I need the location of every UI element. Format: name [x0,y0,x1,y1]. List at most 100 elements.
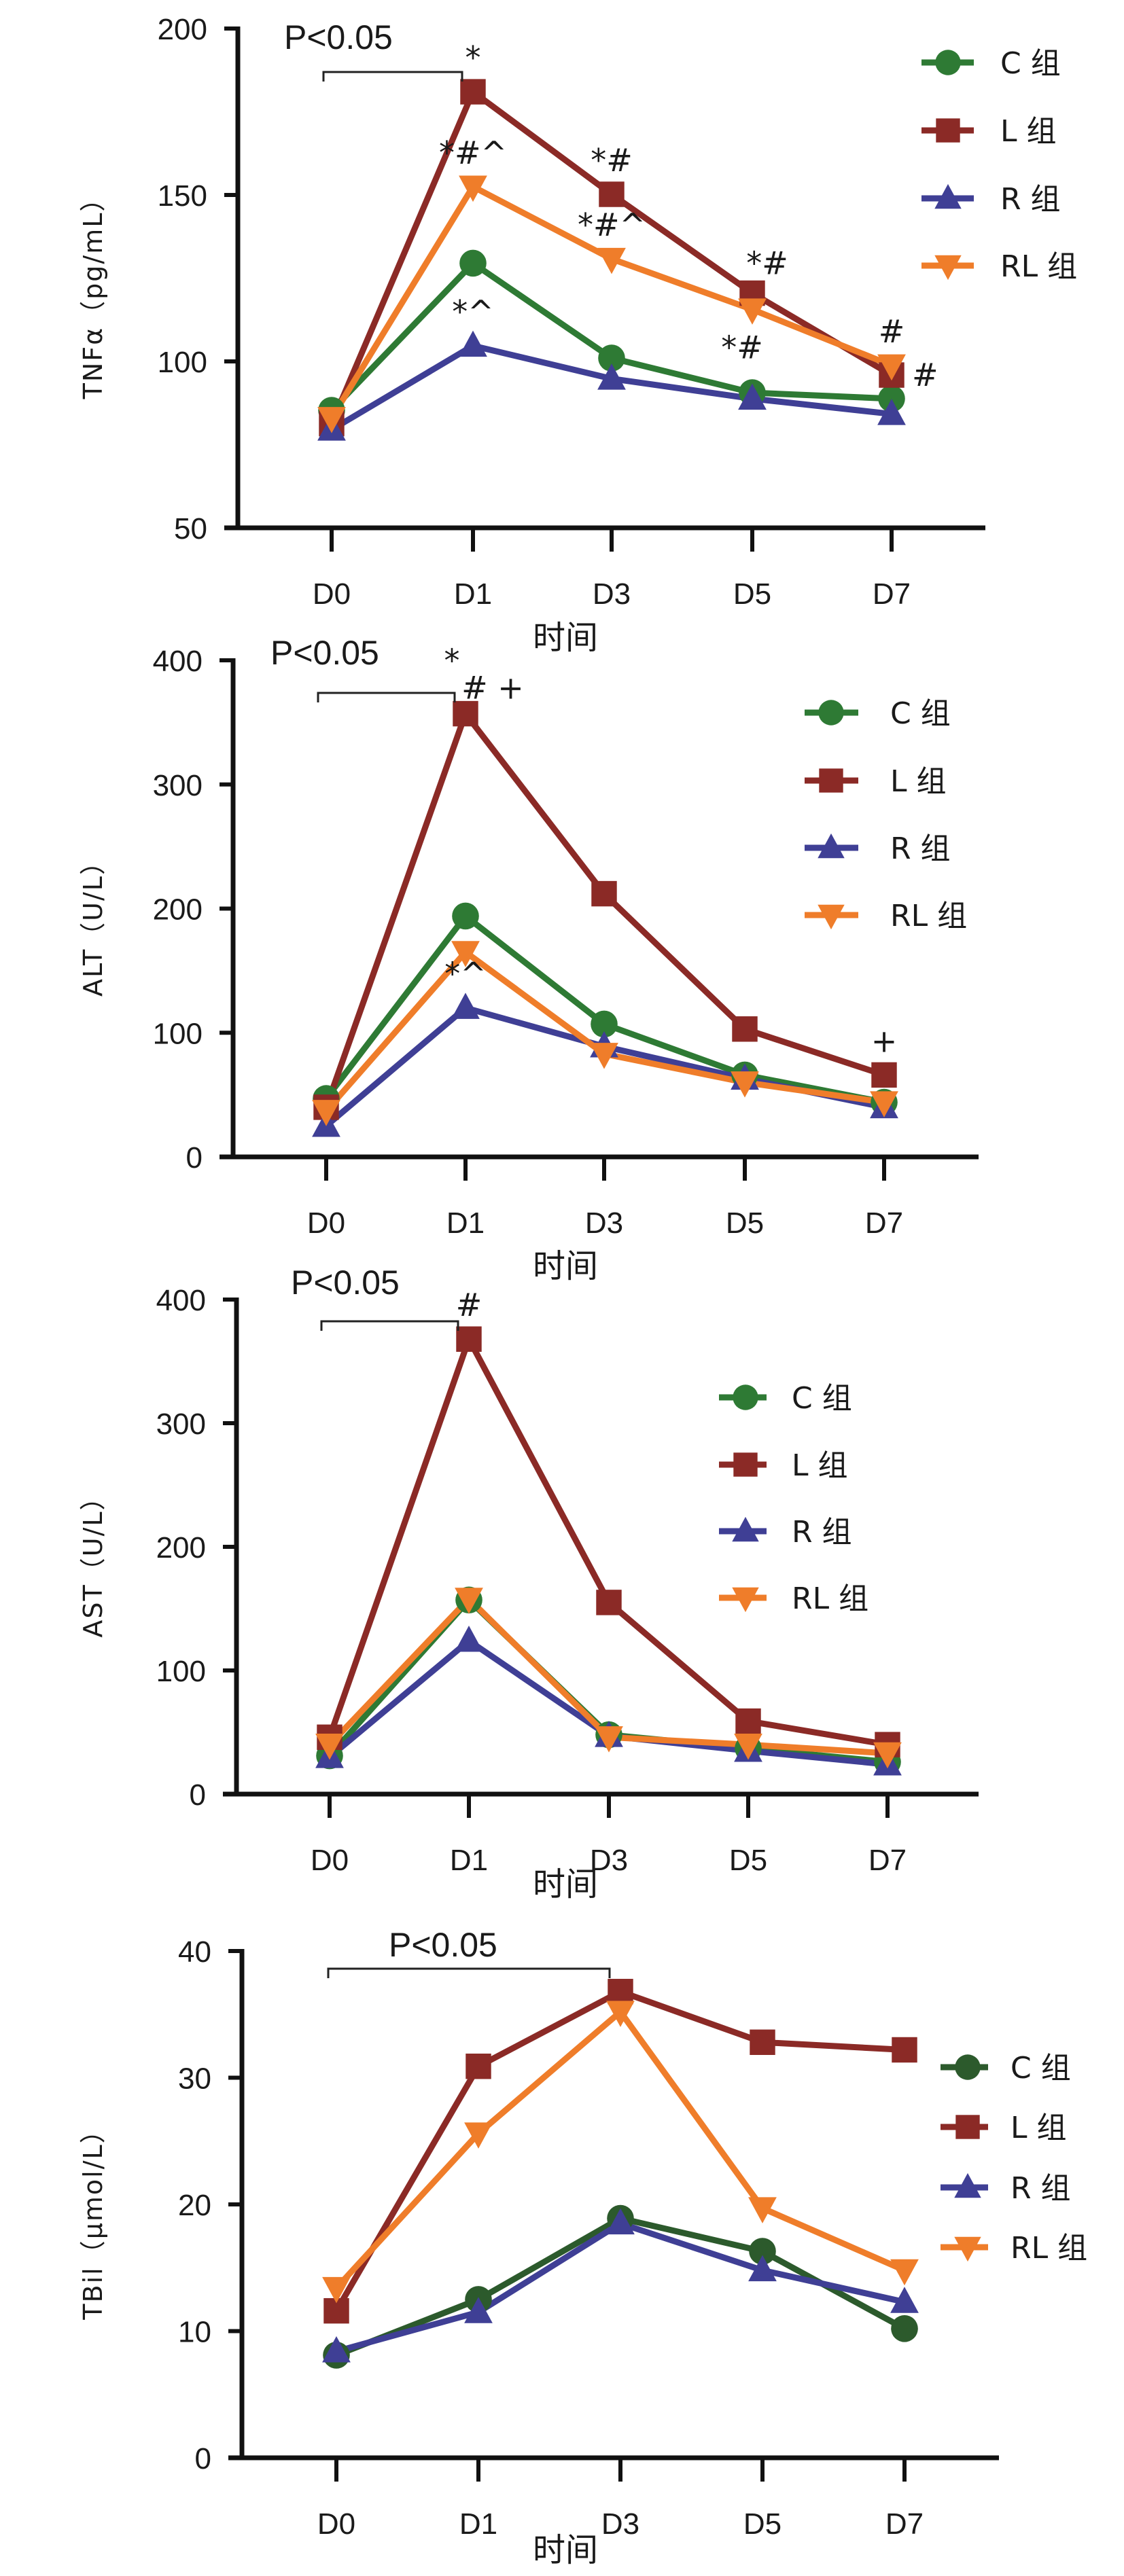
legend-label: C 组 [1000,46,1061,81]
significance-label: P<0.05 [291,1264,400,1302]
data-point-square [732,1016,758,1042]
chart-tbil: 0 10 20 30 40 D0 D1 D3 D5 D7 TBil（μmol/L） 时间 C 组 L 组 R… [78,1926,1087,2569]
legend-marker-triangle-down [818,904,845,930]
significance-marker: # [879,313,905,350]
significance-bracket [320,1320,459,1331]
legend-label: R 组 [1000,182,1061,217]
legend-marker-triangle-down [732,1587,759,1613]
data-point-triangle-down [606,2001,635,2027]
legend-marker-triangle-up [934,183,962,209]
legend-marker-square [819,768,843,793]
data-point-triangle-down [455,1588,483,1614]
legend-marker-triangle-down [934,255,962,281]
data-point-triangle-down [459,175,487,202]
legend-marker-triangle-down [954,2236,981,2262]
significance-marker: * [466,39,481,76]
legend-label: R 组 [1011,2171,1071,2206]
x-tick-label: D3 [590,1844,628,1877]
x-axis-title: 时间 [533,1247,598,1285]
legend-marker-square [955,2115,980,2139]
data-point-square [596,1590,622,1615]
data-point-square [892,2037,917,2063]
legend-marker-circle [818,700,844,726]
data-point-triangle-up [606,2208,635,2235]
legend-item: RL 组 [921,249,1077,284]
y-tick-label: 50 [174,512,207,545]
data-point-triangle-down [451,941,480,967]
data-point-triangle-up [459,330,487,357]
legend-item: R 组 [941,2171,1071,2206]
y-tick-label: 300 [153,769,203,802]
x-tick-label: D7 [865,1206,903,1240]
x-tick-label: D0 [311,1844,349,1877]
data-point-square [591,880,617,907]
data-point-triangle-down [322,2276,351,2304]
legend-label: R 组 [890,831,951,866]
series-line-0 [323,912,885,1106]
chart-tnf: 50 100 150 200 D0 D1 D3 D5 D7 TNFα（pg/mL） 时间 C 组 L 组… [78,13,1077,657]
series-line-0 [335,2215,907,2359]
data-point-triangle-down [317,407,346,433]
legend-marker-triangle-up [818,833,845,859]
legend-label: L 组 [890,764,947,799]
y-axis-title: ALT（U/L） [78,848,108,997]
significance-marker: + [871,1022,898,1059]
y-tick-label: 0 [195,2442,211,2475]
x-axis-title: 时间 [533,619,598,657]
legend-item: L 组 [719,1448,848,1483]
data-point-circle [749,2238,776,2265]
data-point-triangle-down [734,1734,762,1760]
data-point-square [871,1062,897,1088]
legend-item: C 组 [921,46,1061,81]
significance-marker: *#^ [578,207,646,243]
series-line-1 [334,1988,905,2312]
x-tick-label: D5 [733,577,771,611]
significance-marker: *# [591,142,633,179]
data-point-triangle-up [464,2297,493,2323]
legend-marker-circle [955,2054,981,2080]
x-tick-label: D1 [459,2507,497,2541]
legend-label: RL 组 [792,1581,868,1616]
x-tick-label: D5 [743,2507,781,2541]
x-tick-label: D7 [873,577,911,611]
chart-alt: 0 100 200 300 400 D0 D1 D3 D5 D7 ALT（U/L） 时间 C 组 L 组 R… [78,634,979,1285]
data-point-triangle-down [597,247,626,274]
data-point-square [750,2029,775,2055]
data-point-triangle-down [738,298,767,325]
y-axis-title: TBil（μmol/L） [78,2116,108,2320]
data-point-triangle-down [731,1071,759,1098]
significance-marker: *#^ [439,135,507,171]
y-tick-label: 100 [158,346,207,379]
y-tick-label: 150 [158,179,207,213]
data-point-triangle-up [890,2287,919,2313]
data-point-triangle-down [312,1100,340,1126]
significance-marker: # [456,1287,482,1323]
legend-label: C 组 [792,1381,852,1416]
data-point-square [466,2053,491,2079]
significance-marker: # + [461,670,524,706]
data-point-circle [878,385,905,412]
legend-item: RL 组 [941,2231,1087,2266]
x-axis-title: 时间 [533,1865,598,1903]
y-tick-label: 200 [158,13,207,46]
y-tick-label: 200 [153,893,203,927]
data-point-triangle-down [315,1734,344,1760]
data-point-triangle-up [597,363,626,390]
legend-item: RL 组 [719,1581,868,1616]
significance-bracket [327,1967,611,1978]
y-tick-label: 200 [156,1531,206,1564]
chart-ast: 0 100 200 300 400 D0 D1 D3 D5 D7 AST（U/L） 时间 C 组 L 组 R… [78,1264,979,1903]
data-point-triangle-down [873,1742,902,1769]
x-tick-label: D1 [450,1844,488,1877]
legend-item: R 组 [805,831,951,866]
significance-label: P<0.05 [270,634,379,672]
data-point-triangle-up [738,383,767,410]
legend-label: L 组 [1000,114,1057,149]
y-axis-title: AST（U/L） [78,1483,108,1637]
legend-item: C 组 [805,696,951,731]
significance-bracket [317,692,456,702]
legend-marker-circle [733,1384,758,1410]
y-tick-label: 40 [178,1935,211,1969]
legend-item: C 组 [719,1381,852,1416]
